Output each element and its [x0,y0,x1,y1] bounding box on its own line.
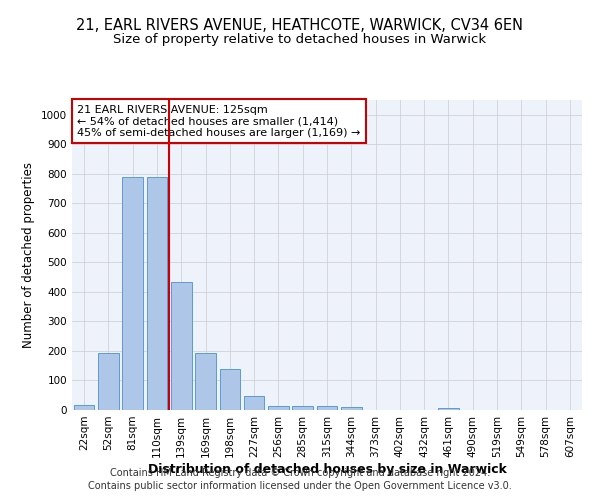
Text: Size of property relative to detached houses in Warwick: Size of property relative to detached ho… [113,32,487,46]
Bar [74,404,94,410]
Text: 21, EARL RIVERS AVENUE, HEATHCOTE, WARWICK, CV34 6EN: 21, EARL RIVERS AVENUE, HEATHCOTE, WARWI… [77,18,523,32]
Bar [220,368,240,410]
Text: 21 EARL RIVERS AVENUE: 125sqm
← 54% of detached houses are smaller (1,414)
45% o: 21 EARL RIVERS AVENUE: 125sqm ← 54% of d… [77,104,361,138]
Bar [171,282,191,410]
Y-axis label: Number of detached properties: Number of detached properties [22,162,35,348]
Bar [122,177,143,410]
Bar [244,396,265,410]
Bar [195,354,216,410]
Bar [341,407,362,410]
X-axis label: Distribution of detached houses by size in Warwick: Distribution of detached houses by size … [148,462,506,475]
Bar [292,406,313,410]
Bar [98,353,119,410]
Bar [146,177,167,410]
Text: Contains HM Land Registry data © Crown copyright and database right 2024.: Contains HM Land Registry data © Crown c… [110,468,490,477]
Bar [268,406,289,410]
Bar [438,408,459,410]
Text: Contains public sector information licensed under the Open Government Licence v3: Contains public sector information licen… [88,481,512,491]
Bar [317,406,337,410]
